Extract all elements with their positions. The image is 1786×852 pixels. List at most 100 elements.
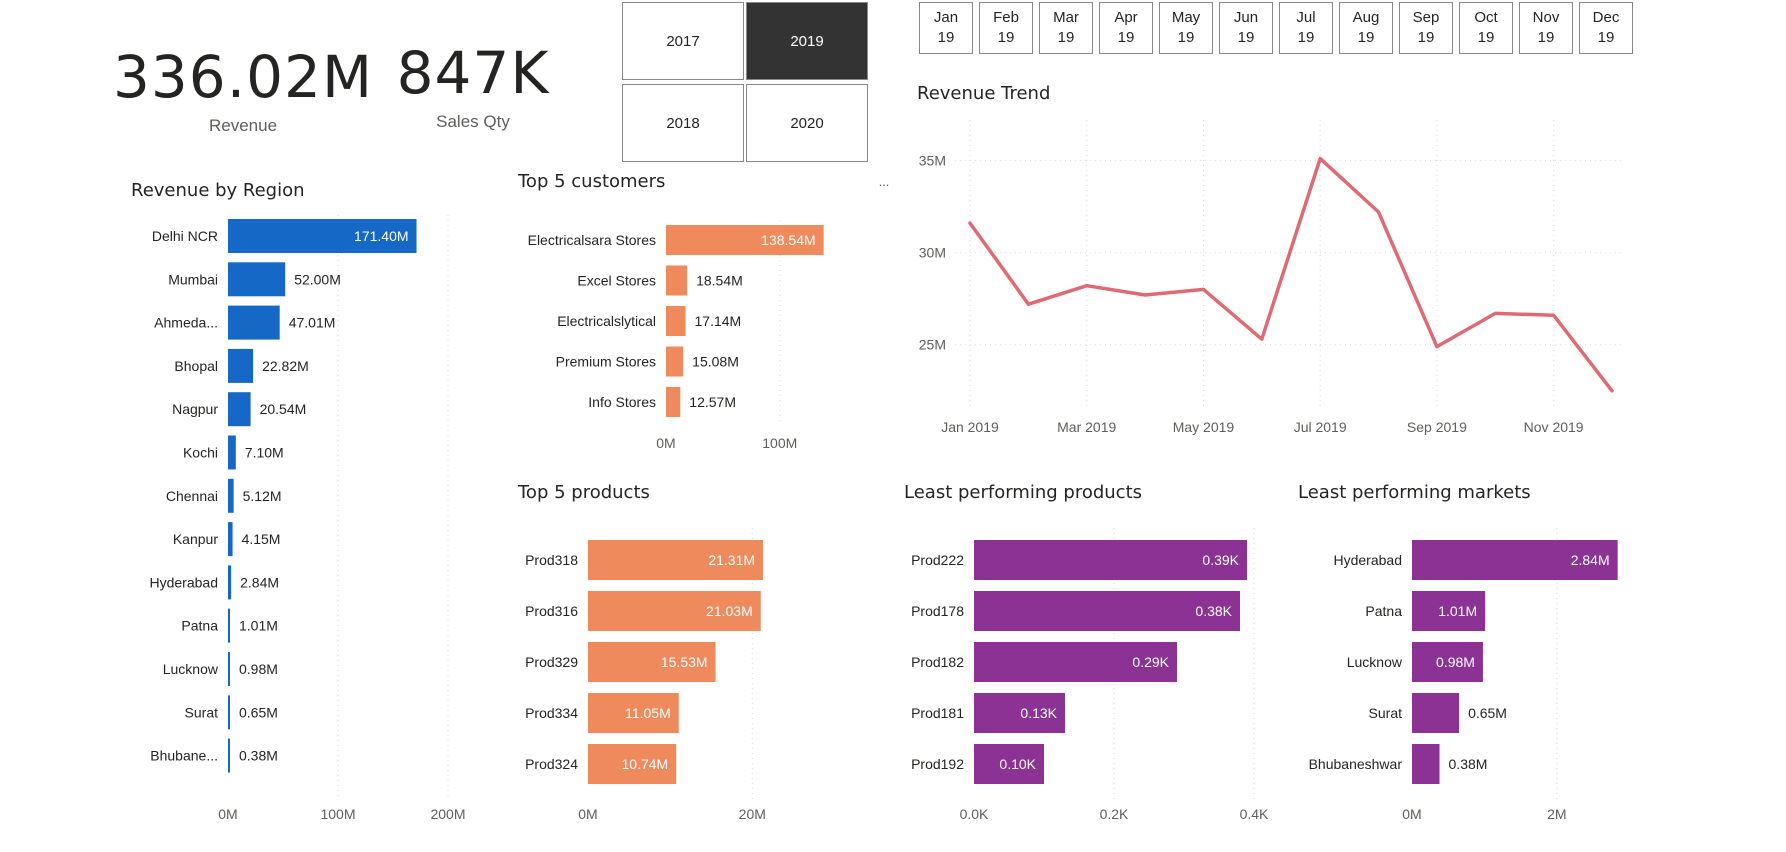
customers-bar	[666, 387, 681, 417]
least_markets-data-label: 0.65M	[1468, 705, 1507, 721]
month-button-nov[interactable]: Nov 19	[1519, 2, 1573, 54]
month-label: Jul	[1296, 9, 1316, 26]
more-options-icon: ...	[879, 174, 890, 189]
region-bar	[228, 348, 254, 383]
customers-bar	[666, 306, 686, 336]
trend-x-tick-label: May 2019	[1173, 419, 1235, 435]
sales-qty-card: 847K Sales Qty	[390, 44, 556, 132]
trend-x-tick-label: Sep 2019	[1407, 419, 1467, 435]
region-data-label: 7.10M	[245, 445, 284, 461]
month-label: Nov	[1532, 9, 1560, 26]
month-year-label: 19	[1297, 29, 1315, 46]
region-bar	[228, 478, 234, 513]
month-button-jan[interactable]: Jan 19	[919, 2, 973, 54]
sales-qty-value: 847K	[396, 39, 550, 107]
region-data-label: 171.40M	[354, 228, 408, 244]
customers-data-label: 12.57M	[689, 394, 736, 410]
month-button-sep[interactable]: Sep 19	[1399, 2, 1453, 54]
month-button-aug[interactable]: Aug 19	[1339, 2, 1393, 54]
month-label: Feb	[993, 9, 1019, 26]
month-label: Mar	[1053, 9, 1079, 26]
month-year-label: 19	[1057, 29, 1075, 46]
region-x-tick-label: 0M	[218, 806, 237, 822]
least_markets-x-tick-label: 0M	[1402, 806, 1421, 822]
products-bar	[588, 642, 716, 682]
region-data-label: 5.12M	[243, 488, 282, 504]
month-button-may[interactable]: May 19	[1159, 2, 1213, 54]
least_products-data-label: 0.39K	[1202, 552, 1239, 568]
region-bar	[228, 219, 417, 253]
region-data-label: 20.54M	[260, 401, 307, 417]
trend-y-tick-label: 30M	[919, 245, 946, 261]
least_markets-bar	[1412, 540, 1618, 580]
month-year-label: 19	[1597, 29, 1615, 46]
trend-y-tick-label: 25M	[919, 337, 946, 353]
month-label: Oct	[1474, 9, 1498, 26]
products-category-label: Prod318	[525, 552, 578, 568]
trend-line-series	[968, 156, 1614, 393]
region-category-label: Kochi	[183, 445, 218, 461]
least_products-x-tick-label: 0.4K	[1240, 806, 1269, 822]
month-button-dec[interactable]: Dec 19	[1579, 2, 1633, 54]
trend-x-tick-label: Mar 2019	[1057, 419, 1116, 435]
least_products-x-tick-label: 0.2K	[1100, 806, 1129, 822]
customers-category-label: Electricalslytical	[557, 313, 656, 329]
region-data-label: 22.82M	[262, 358, 309, 374]
least_products-category-label: Prod222	[911, 552, 964, 568]
region-bar	[228, 565, 232, 600]
least_products-data-label: 0.29K	[1132, 654, 1169, 670]
month-button-mar[interactable]: Mar 19	[1039, 2, 1093, 54]
customers-category-label: Excel Stores	[577, 273, 656, 289]
least_markets-bar	[1412, 744, 1440, 784]
least_markets-data-label: 1.01M	[1438, 603, 1477, 619]
region-category-label: Bhubane...	[150, 748, 218, 764]
region-x-tick-label: 100M	[320, 806, 355, 822]
revenue-value: 336.02M	[113, 43, 373, 111]
year-button-2019[interactable]: 2019	[746, 2, 868, 80]
month-button-apr[interactable]: Apr 19	[1099, 2, 1153, 54]
least_markets-category-label: Patna	[1365, 603, 1402, 619]
year-button-2020[interactable]: 2020	[746, 84, 868, 162]
trend-x-tick-label: Nov 2019	[1524, 419, 1584, 435]
least_products-bar	[974, 540, 1247, 580]
region-bar	[228, 262, 286, 297]
region-category-label: Ahmeda...	[154, 315, 218, 331]
products-bar	[588, 540, 764, 580]
month-button-jun[interactable]: Jun 19	[1219, 2, 1273, 54]
least_products-data-label: 0.10K	[999, 756, 1036, 772]
month-button-feb[interactable]: Feb 19	[979, 2, 1033, 54]
least_products-bar	[974, 744, 1044, 784]
region-data-label: 2.84M	[240, 574, 279, 590]
trend-x-tick-label: Jul 2019	[1294, 419, 1347, 435]
least_markets-data-label: 2.84M	[1571, 552, 1610, 568]
month-year-label: 19	[1537, 29, 1555, 46]
year-button-2017[interactable]: 2017	[622, 2, 744, 80]
products-bar	[588, 591, 761, 631]
revenue-by-region-title: Revenue by Region	[131, 180, 305, 201]
products-category-label: Prod324	[525, 756, 578, 772]
month-year-label: 19	[1237, 29, 1255, 46]
region-bar	[228, 522, 233, 557]
month-label: Dec	[1592, 9, 1620, 26]
region-category-label: Delhi NCR	[152, 228, 218, 244]
trend-y-tick-label: 35M	[919, 152, 946, 168]
least_markets-category-label: Lucknow	[1347, 654, 1403, 670]
trend-x-tick-label: Jan 2019	[941, 419, 999, 435]
month-label: Aug	[1352, 9, 1380, 26]
customers-x-tick-label: 0M	[656, 435, 675, 451]
region-category-label: Chennai	[166, 488, 218, 504]
region-data-label: 4.15M	[242, 531, 281, 547]
month-year-label: 19	[1477, 29, 1495, 46]
least_products-data-label: 0.38K	[1195, 603, 1232, 619]
year-button-2018[interactable]: 2018	[622, 84, 744, 162]
least_products-bar	[974, 693, 1065, 733]
region-bar	[228, 435, 236, 470]
region-category-label: Patna	[181, 618, 218, 634]
month-button-oct[interactable]: Oct 19	[1459, 2, 1513, 54]
products-data-label: 21.31M	[708, 552, 755, 568]
least_products-bar	[974, 591, 1240, 631]
revenue-trend-title: Revenue Trend	[917, 83, 1051, 104]
month-button-jul[interactable]: Jul 19	[1279, 2, 1333, 54]
month-year-label: 19	[1357, 29, 1375, 46]
customers-category-label: Premium Stores	[556, 354, 656, 370]
